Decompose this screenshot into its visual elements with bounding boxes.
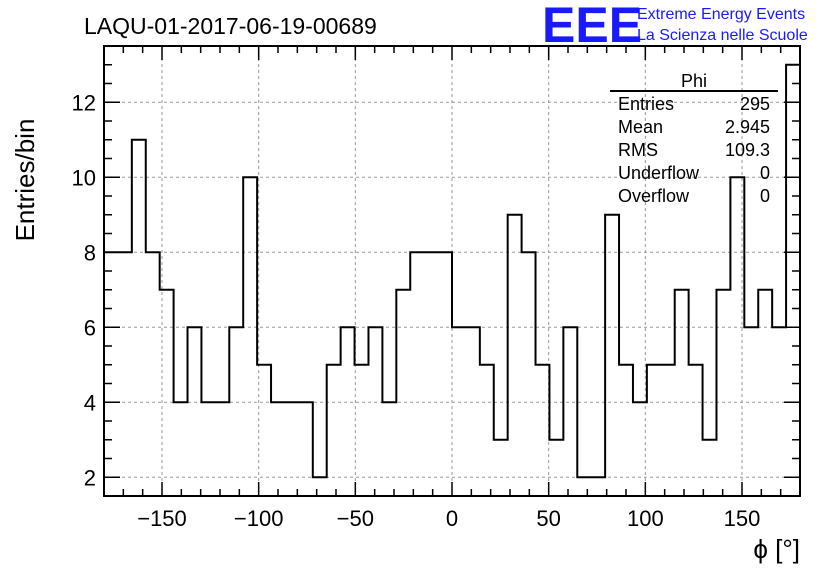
stats-title: Phi: [681, 71, 707, 91]
stats-row-value: 109.3: [725, 140, 770, 160]
y-tick-label: 4: [84, 390, 96, 415]
eee-logo: EEE Extreme Energy Events La Scienza nel…: [542, 0, 808, 53]
y-tick-label: 10: [72, 165, 96, 190]
stats-row-label: RMS: [618, 140, 658, 160]
logo-line-1: Extreme Energy Events: [637, 6, 805, 23]
stats-row-label: Entries: [618, 94, 674, 114]
y-tick-label: 2: [84, 465, 96, 490]
y-axis-title: Entries/bin: [10, 119, 40, 242]
x-tick-label: −50: [337, 506, 374, 531]
x-tick-label: −100: [234, 506, 284, 531]
stats-row-value: 0: [760, 163, 770, 183]
stats-row-value: 2.945: [725, 117, 770, 137]
x-axis-ticks: −150 −100 −50 0 50 100 150: [103, 46, 801, 531]
y-tick-label: 6: [84, 315, 96, 340]
x-tick-label: 150: [724, 506, 761, 531]
histogram-outline: [103, 63, 801, 496]
logo-line-2: La Scienza nelle Scuole: [637, 27, 808, 44]
x-tick-label: −150: [137, 506, 187, 531]
y-tick-label: 12: [72, 90, 96, 115]
stats-row-value: 0: [760, 186, 770, 206]
stats-row-label: Underflow: [618, 163, 700, 183]
stats-box: Phi Entries 295 Mean 2.945 RMS 109.3 Underflow…: [610, 71, 778, 206]
x-tick-label: 0: [446, 506, 458, 531]
stats-row-label: Overflow: [618, 186, 690, 206]
y-tick-label: 8: [84, 240, 96, 265]
x-axis-title: ϕ [°]: [753, 534, 800, 564]
stats-row-value: 295: [740, 94, 770, 114]
stats-rows: Entries 295 Mean 2.945 RMS 109.3 Underflow 0 Ove…: [618, 94, 770, 206]
stats-row-label: Mean: [618, 117, 663, 137]
chart-title: LAQU-01-2017-06-19-00689: [84, 13, 377, 39]
x-tick-label: 100: [627, 506, 664, 531]
x-tick-label: 50: [536, 506, 560, 531]
logo-mark: EEE: [542, 0, 642, 53]
y-axis-ticks: 2 4 6 8 10 12: [72, 64, 800, 490]
